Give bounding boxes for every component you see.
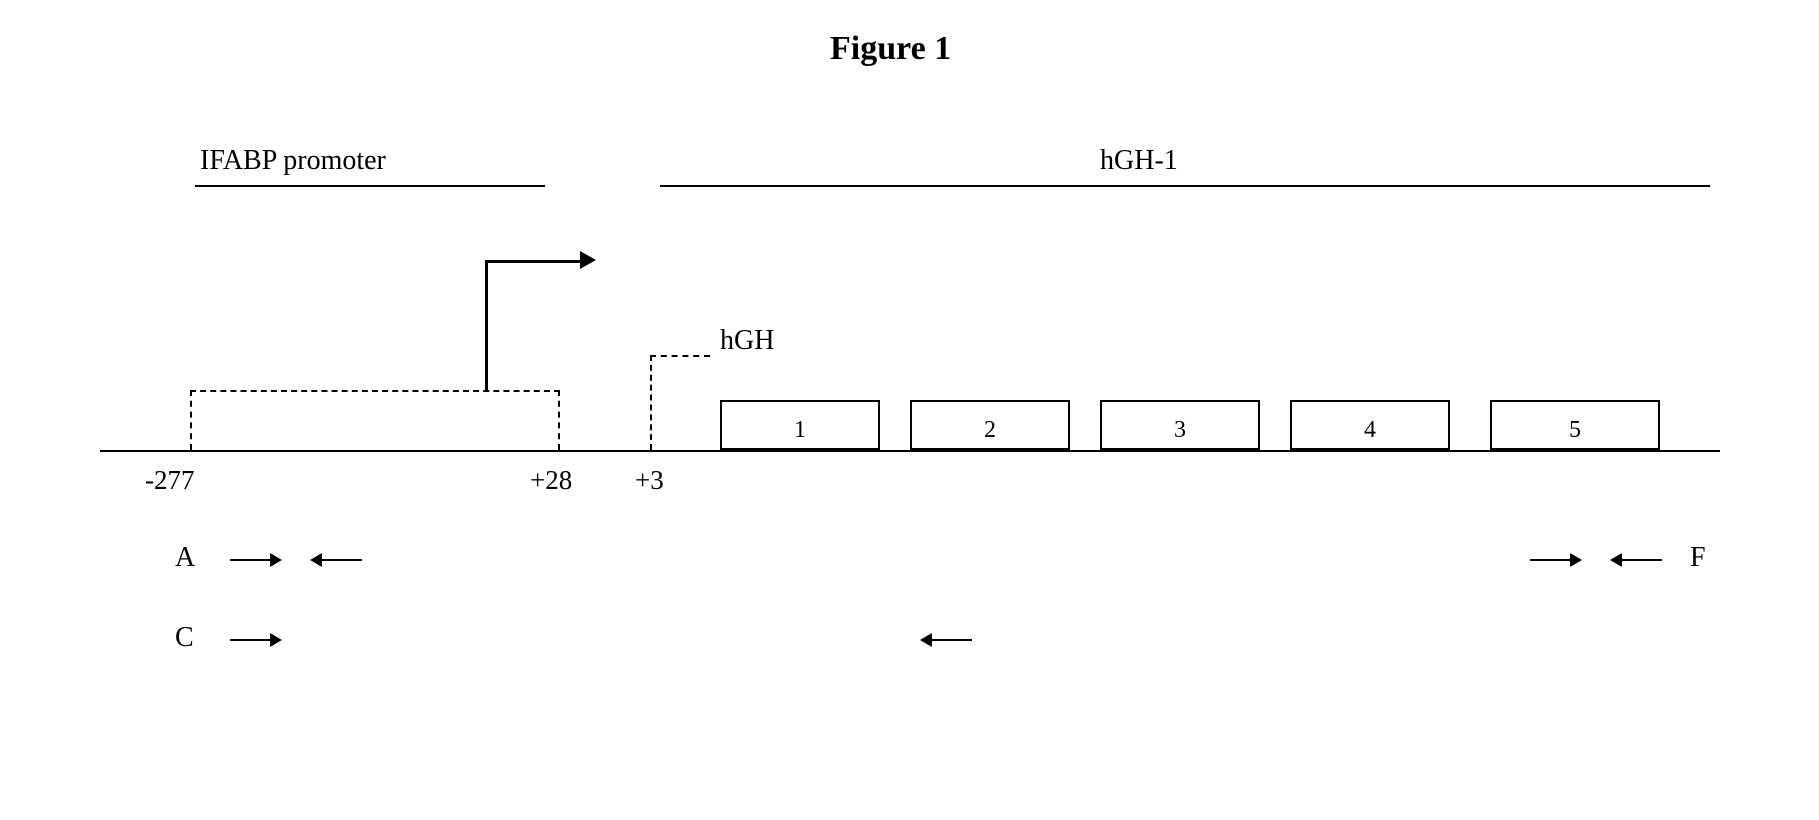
coord-plus28: +28 bbox=[530, 465, 572, 496]
hgh-bracket bbox=[650, 355, 710, 450]
gene-region-label: hGH-1 bbox=[1100, 145, 1178, 177]
primer-F-fwd-arrow bbox=[1530, 550, 1582, 570]
tss-arrow-head bbox=[580, 251, 596, 269]
primer-A-fwd-arrow bbox=[230, 550, 282, 570]
exon-2: 2 bbox=[910, 400, 1070, 450]
primer-C-rev-arrow bbox=[920, 630, 972, 650]
exon-5-label: 5 bbox=[1492, 417, 1658, 444]
gene-region-underline bbox=[660, 185, 1710, 187]
promoter-region-label: IFABP promoter bbox=[200, 145, 386, 177]
coord-minus277: -277 bbox=[145, 465, 195, 496]
primer-A-rev-arrow bbox=[310, 550, 362, 570]
primer-F-label: F bbox=[1690, 542, 1706, 574]
exon-3-label: 3 bbox=[1102, 417, 1258, 444]
exon-1-label: 1 bbox=[722, 417, 878, 444]
promoter-region-underline bbox=[195, 185, 545, 187]
coord-plus3: +3 bbox=[635, 465, 664, 496]
primer-C-fwd-arrow bbox=[230, 630, 282, 650]
exon-4: 4 bbox=[1290, 400, 1450, 450]
promoter-dashed-box bbox=[190, 390, 560, 450]
construct-baseline bbox=[100, 450, 1720, 452]
primer-C-label: C bbox=[175, 622, 194, 654]
hgh-bracket-label: hGH bbox=[720, 325, 774, 357]
primer-A-label: A bbox=[175, 542, 195, 574]
exon-5: 5 bbox=[1490, 400, 1660, 450]
exon-2-label: 2 bbox=[912, 417, 1068, 444]
primer-F-rev-arrow bbox=[1610, 550, 1662, 570]
tss-arrow-top bbox=[485, 260, 580, 263]
exon-3: 3 bbox=[1100, 400, 1260, 450]
exon-4-label: 4 bbox=[1292, 417, 1448, 444]
tss-arrow-stem bbox=[485, 260, 488, 390]
diagram-canvas: Figure 1 IFABP promoter hGH-1 hGH 1 2 3 … bbox=[0, 0, 1819, 820]
figure-title: Figure 1 bbox=[830, 30, 951, 68]
exon-1: 1 bbox=[720, 400, 880, 450]
